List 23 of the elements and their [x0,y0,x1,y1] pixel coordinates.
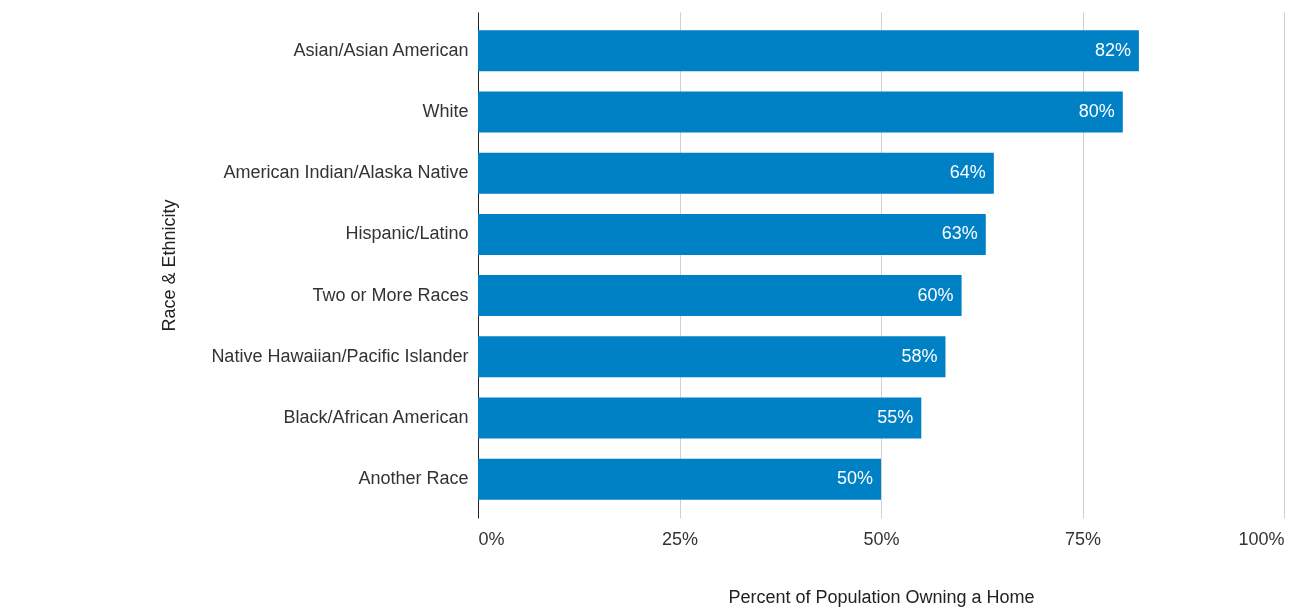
x-tick-label: 75% [1064,528,1102,549]
data-label: 82% [1094,39,1131,60]
data-label: 63% [941,223,978,244]
y-tick-label: Another Race [358,468,469,489]
y-tick-label: Native Hawaiian/Pacific Islander [211,345,469,366]
data-label: 80% [1078,101,1115,122]
y-axis-title: Race & Ethnicity [158,199,179,332]
data-label: 64% [949,162,986,183]
data-label: 50% [836,468,873,489]
y-tick-label: Hispanic/Latino [345,223,469,244]
x-tick-label: 0% [478,528,505,549]
y-tick-label: Black/African American [283,406,469,427]
x-axis-title: Percent of Population Owning a Home [728,586,1035,607]
y-tick-label: American Indian/Alaska Native [223,162,469,183]
y-tick-label: Asian/Asian American [293,39,469,60]
x-tick-label: 100% [1238,528,1285,549]
data-label: 60% [917,284,954,305]
x-tick-label: 25% [661,528,699,549]
data-label: 58% [901,345,938,366]
y-tick-label: Two or More Races [312,284,469,305]
data-label: 55% [877,406,914,427]
y-tick-label: White [422,101,469,122]
x-tick-label: 50% [863,528,900,549]
